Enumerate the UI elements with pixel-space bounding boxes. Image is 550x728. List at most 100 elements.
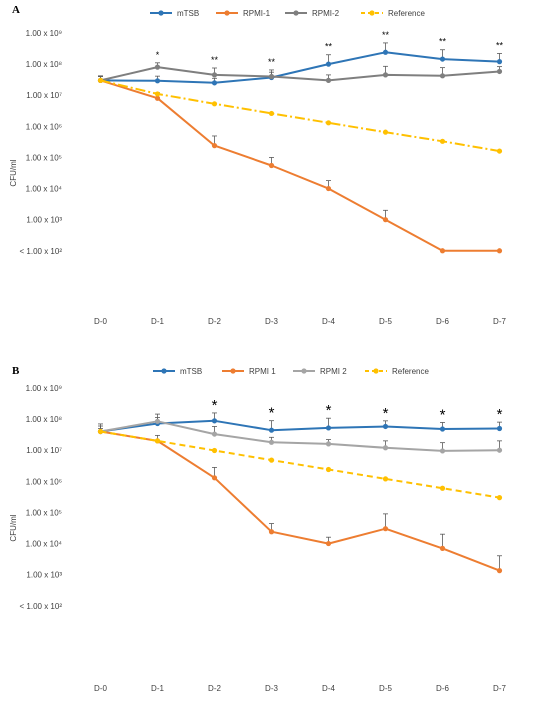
- significance-star: *: [383, 405, 389, 422]
- y-tick-label: 1.00 x 10⁵: [26, 153, 62, 162]
- legend-entry: RPMI 2: [320, 367, 347, 376]
- panel-label: B: [12, 365, 20, 377]
- data-point: [268, 529, 275, 535]
- data-point: [496, 495, 503, 501]
- data-point: [154, 95, 161, 101]
- y-tick-label: 1.00 x 10⁶: [26, 477, 62, 486]
- significance-star: **: [439, 37, 447, 47]
- data-point: [439, 426, 446, 432]
- x-tick-label: D-3: [265, 317, 278, 326]
- x-tick-label: D-1: [151, 317, 164, 326]
- y-axis-label: CFU/ml: [9, 159, 18, 186]
- x-tick-label: D-2: [208, 317, 221, 326]
- data-point: [211, 418, 218, 424]
- data-point: [382, 445, 389, 451]
- y-tick-label: 1.00 x 10⁶: [26, 122, 62, 131]
- data-point: [211, 101, 218, 107]
- y-tick-label: 1.00 x 10⁹: [26, 384, 62, 393]
- data-point: [496, 447, 503, 453]
- x-tick-label: D-3: [265, 684, 278, 693]
- significance-star: **: [211, 55, 219, 65]
- significance-star: *: [269, 405, 275, 422]
- y-tick-label: < 1.00 x 10²: [20, 247, 63, 256]
- x-tick-label: D-4: [322, 684, 335, 693]
- data-point: [325, 466, 332, 473]
- data-point: [496, 68, 503, 75]
- y-tick-label: 1.00 x 10⁴: [26, 540, 63, 549]
- data-point: [211, 431, 218, 437]
- data-point: [154, 91, 161, 97]
- y-tick-label: 1.00 x 10⁷: [26, 91, 62, 100]
- data-point: [268, 73, 275, 80]
- series-line: [100, 51, 500, 84]
- data-point: [325, 185, 332, 192]
- data-point: [496, 425, 503, 432]
- data-point: [154, 418, 161, 424]
- data-point: [325, 120, 332, 126]
- y-tick-label: 1.00 x 10⁷: [26, 446, 62, 455]
- y-tick-label: 1.00 x 10⁸: [26, 415, 62, 424]
- legend-entry: RPMI-2: [312, 9, 340, 18]
- legend-entry: Reference: [392, 367, 429, 376]
- data-point: [268, 427, 275, 433]
- y-tick-label: 1.00 x 10³: [26, 571, 62, 580]
- legend-swatch-marker: [161, 368, 167, 374]
- data-point: [268, 439, 275, 445]
- legend-swatch-marker: [373, 368, 379, 374]
- x-tick-label: D-1: [151, 684, 164, 693]
- data-point: [325, 441, 332, 447]
- x-tick-label: D-5: [379, 317, 392, 326]
- data-point: [439, 56, 446, 62]
- significance-star: **: [496, 40, 504, 50]
- series-line: [100, 79, 500, 252]
- legend-entry: mTSB: [177, 9, 199, 18]
- series-line: [100, 79, 500, 153]
- data-point: [439, 448, 446, 454]
- x-tick-label: D-5: [379, 684, 392, 693]
- x-tick-label: D-7: [493, 684, 506, 693]
- data-point: [439, 73, 446, 79]
- data-point: [154, 64, 161, 70]
- data-point: [211, 80, 218, 86]
- x-tick-label: D-0: [94, 684, 107, 693]
- significance-star: *: [156, 50, 160, 60]
- data-point: [325, 540, 332, 547]
- x-tick-label: D-0: [94, 317, 107, 326]
- data-point: [439, 248, 446, 254]
- y-tick-label: 1.00 x 10⁸: [26, 60, 62, 69]
- data-point: [382, 476, 389, 482]
- series-line: [100, 430, 500, 572]
- data-point: [382, 526, 389, 532]
- data-point: [268, 457, 275, 463]
- series-line: [100, 66, 500, 82]
- x-tick-label: D-6: [436, 684, 449, 693]
- series-line: [100, 420, 500, 452]
- y-tick-label: 1.00 x 10³: [26, 216, 62, 225]
- data-point: [154, 438, 161, 444]
- data-point: [325, 425, 332, 431]
- panel-label: A: [12, 4, 20, 16]
- data-point: [439, 485, 446, 491]
- x-tick-label: D-4: [322, 317, 335, 326]
- data-point: [382, 49, 389, 55]
- data-point: [97, 428, 104, 435]
- legend-entry: RPMI-1: [243, 9, 271, 18]
- data-point: [325, 61, 332, 67]
- data-point: [154, 78, 161, 84]
- series-line: [100, 430, 500, 499]
- x-tick-label: D-2: [208, 684, 221, 693]
- significance-star: *: [326, 402, 332, 419]
- data-point: [211, 447, 218, 454]
- significance-star: *: [440, 406, 446, 423]
- data-point: [268, 110, 275, 117]
- data-point: [439, 545, 446, 551]
- legend-swatch-marker: [230, 368, 236, 374]
- panel-a-chart: A 1.00 x 10⁹ 1.00 x 10⁸ 1.00 x 10⁷ 1.00 x 10…: [9, 4, 506, 326]
- significance-star: **: [325, 42, 333, 52]
- data-point: [211, 72, 218, 78]
- legend-swatch-marker: [158, 10, 164, 16]
- panel-b-chart: B 1.00 x 10⁹ 1.00 x 10⁸ 1.00 x 10⁷ 1.00 x 10…: [9, 365, 506, 693]
- legend-entry: mTSB: [180, 367, 202, 376]
- legend-swatch-marker: [301, 368, 307, 374]
